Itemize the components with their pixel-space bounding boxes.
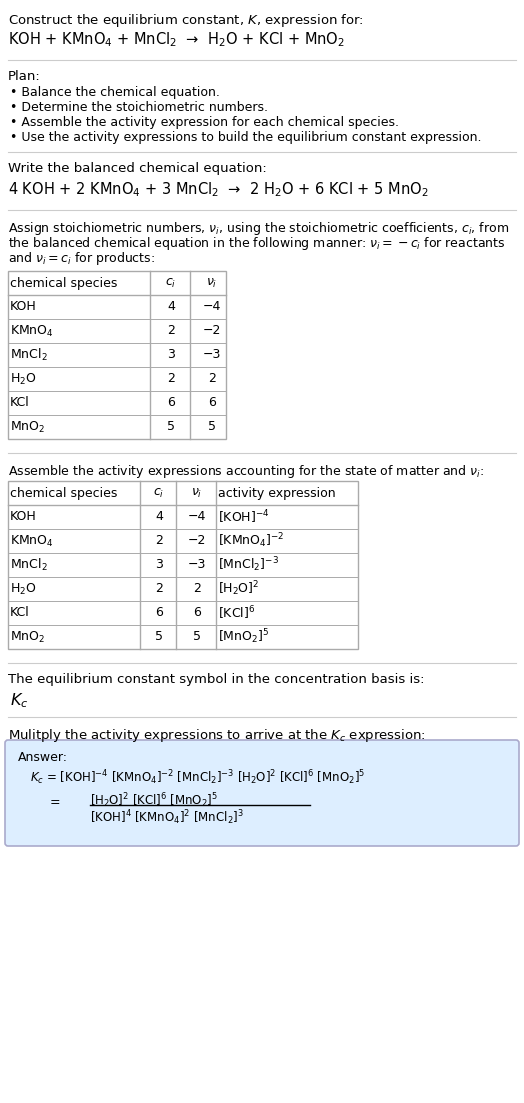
Text: MnCl$_2$: MnCl$_2$ xyxy=(10,347,48,363)
Text: $K_c$ = [KOH]$^{-4}$ [KMnO$_4$]$^{-2}$ [MnCl$_2$]$^{-3}$ [H$_2$O]$^2$ [KCl]$^6$ : $K_c$ = [KOH]$^{-4}$ [KMnO$_4$]$^{-2}$ [… xyxy=(30,768,365,786)
Text: • Determine the stoichiometric numbers.: • Determine the stoichiometric numbers. xyxy=(10,101,268,114)
Text: Write the balanced chemical equation:: Write the balanced chemical equation: xyxy=(8,162,267,175)
Text: [H$_2$O]$^2$ [KCl]$^6$ [MnO$_2$]$^5$: [H$_2$O]$^2$ [KCl]$^6$ [MnO$_2$]$^5$ xyxy=(90,791,218,810)
Text: [MnO$_2$]$^5$: [MnO$_2$]$^5$ xyxy=(218,628,269,646)
Bar xyxy=(8,481,358,649)
Text: 6: 6 xyxy=(167,396,175,409)
Text: KMnO$_4$: KMnO$_4$ xyxy=(10,323,54,339)
Text: −4: −4 xyxy=(203,300,221,313)
Text: 5: 5 xyxy=(155,631,163,643)
FancyBboxPatch shape xyxy=(5,740,519,846)
Text: The equilibrium constant symbol in the concentration basis is:: The equilibrium constant symbol in the c… xyxy=(8,673,424,686)
Text: 4 KOH + 2 KMnO$_4$ + 3 MnCl$_2$  →  2 H$_2$O + 6 KCl + 5 MnO$_2$: 4 KOH + 2 KMnO$_4$ + 3 MnCl$_2$ → 2 H$_2… xyxy=(8,180,429,199)
Text: H$_2$O: H$_2$O xyxy=(10,581,37,597)
Text: chemical species: chemical species xyxy=(10,486,117,500)
Text: =: = xyxy=(30,796,64,808)
Text: • Assemble the activity expression for each chemical species.: • Assemble the activity expression for e… xyxy=(10,116,399,129)
Text: 5: 5 xyxy=(208,420,216,433)
Text: KMnO$_4$: KMnO$_4$ xyxy=(10,534,54,548)
Text: Assign stoichiometric numbers, $\nu_i$, using the stoichiometric coefficients, $: Assign stoichiometric numbers, $\nu_i$, … xyxy=(8,219,509,237)
Text: 2: 2 xyxy=(155,535,163,547)
Text: chemical species: chemical species xyxy=(10,277,117,289)
Text: Construct the equilibrium constant, $K$, expression for:: Construct the equilibrium constant, $K$,… xyxy=(8,12,364,29)
Text: −4: −4 xyxy=(188,511,206,524)
Text: 3: 3 xyxy=(167,349,175,362)
Text: • Use the activity expressions to build the equilibrium constant expression.: • Use the activity expressions to build … xyxy=(10,131,482,144)
Text: [KOH]$^{-4}$: [KOH]$^{-4}$ xyxy=(218,508,270,526)
Text: KOH: KOH xyxy=(10,300,37,313)
Text: 6: 6 xyxy=(193,607,201,620)
Text: $K_c$: $K_c$ xyxy=(10,690,28,709)
Text: KOH: KOH xyxy=(10,511,37,524)
Text: Answer:: Answer: xyxy=(18,751,68,764)
Text: −3: −3 xyxy=(188,558,206,571)
Text: 2: 2 xyxy=(167,373,175,386)
Text: 4: 4 xyxy=(167,300,175,313)
Text: 6: 6 xyxy=(208,396,216,409)
Text: 2: 2 xyxy=(208,373,216,386)
Text: −2: −2 xyxy=(188,535,206,547)
Text: [KCl]$^6$: [KCl]$^6$ xyxy=(218,604,255,622)
Text: and $\nu_i = c_i$ for products:: and $\nu_i = c_i$ for products: xyxy=(8,250,155,267)
Text: [KMnO$_4$]$^{-2}$: [KMnO$_4$]$^{-2}$ xyxy=(218,532,285,550)
Text: 2: 2 xyxy=(193,582,201,596)
Text: Plan:: Plan: xyxy=(8,69,41,83)
Bar xyxy=(8,271,226,439)
Text: 3: 3 xyxy=(155,558,163,571)
Text: Mulitply the activity expressions to arrive at the $K_c$ expression:: Mulitply the activity expressions to arr… xyxy=(8,727,426,745)
Text: MnO$_2$: MnO$_2$ xyxy=(10,419,45,435)
Text: 5: 5 xyxy=(193,631,201,643)
Text: activity expression: activity expression xyxy=(218,486,336,500)
Text: KOH + KMnO$_4$ + MnCl$_2$  →  H$_2$O + KCl + MnO$_2$: KOH + KMnO$_4$ + MnCl$_2$ → H$_2$O + KCl… xyxy=(8,30,345,49)
Text: $c_i$: $c_i$ xyxy=(154,486,165,500)
Text: 4: 4 xyxy=(155,511,163,524)
Text: $\nu_i$: $\nu_i$ xyxy=(206,277,217,290)
Text: KCl: KCl xyxy=(10,607,30,620)
Text: 2: 2 xyxy=(167,324,175,338)
Text: $\nu_i$: $\nu_i$ xyxy=(191,486,203,500)
Text: 5: 5 xyxy=(167,420,175,433)
Text: 2: 2 xyxy=(155,582,163,596)
Text: KCl: KCl xyxy=(10,396,30,409)
Text: MnCl$_2$: MnCl$_2$ xyxy=(10,557,48,574)
Text: −3: −3 xyxy=(203,349,221,362)
Text: MnO$_2$: MnO$_2$ xyxy=(10,630,45,644)
Text: [H$_2$O]$^2$: [H$_2$O]$^2$ xyxy=(218,580,259,598)
Text: H$_2$O: H$_2$O xyxy=(10,372,37,386)
Text: $c_i$: $c_i$ xyxy=(166,277,177,290)
Text: the balanced chemical equation in the following manner: $\nu_i = -c_i$ for react: the balanced chemical equation in the fo… xyxy=(8,235,506,251)
Text: [KOH]$^4$ [KMnO$_4$]$^2$ [MnCl$_2$]$^3$: [KOH]$^4$ [KMnO$_4$]$^2$ [MnCl$_2$]$^3$ xyxy=(90,808,244,827)
Text: −2: −2 xyxy=(203,324,221,338)
Text: Assemble the activity expressions accounting for the state of matter and $\nu_i$: Assemble the activity expressions accoun… xyxy=(8,463,484,480)
Text: [MnCl$_2$]$^{-3}$: [MnCl$_2$]$^{-3}$ xyxy=(218,556,279,575)
Text: • Balance the chemical equation.: • Balance the chemical equation. xyxy=(10,86,220,99)
Text: 6: 6 xyxy=(155,607,163,620)
